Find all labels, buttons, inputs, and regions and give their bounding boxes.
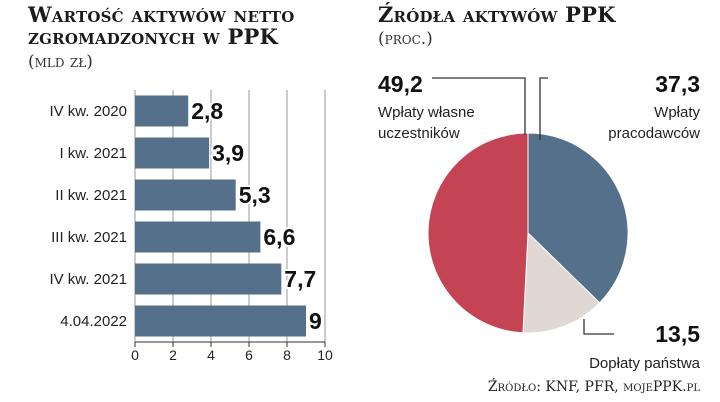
bar-value-label: 3,9 — [212, 140, 244, 166]
category-label: IV kw. 2021 — [49, 271, 127, 288]
bar — [135, 95, 189, 127]
x-tick-label: 6 — [245, 347, 253, 363]
bar-chart-unit: (mld zł) — [28, 52, 93, 72]
bar-value-label: 2,8 — [191, 98, 223, 124]
leader-line — [539, 77, 548, 140]
slice-name-label: Wpłaty własne — [378, 104, 475, 121]
category-label: 4.04.2022 — [60, 313, 127, 330]
bar-value-label: 9 — [309, 308, 322, 334]
leader-line — [583, 319, 614, 335]
bar — [135, 221, 261, 253]
bar-chart: 0 2 4 6 8 10 IV kw. 2020 2,8 I kw. 2021 3,9 II kw.… — [49, 90, 333, 363]
x-tick-label: 4 — [207, 347, 215, 363]
bar — [135, 263, 282, 295]
x-tick-label: 10 — [317, 347, 333, 363]
x-tick-label: 2 — [169, 347, 177, 363]
bar-value-label: 7,7 — [284, 266, 316, 292]
slice-value-label: 37,3 — [655, 71, 700, 97]
slice-value-label: 13,5 — [655, 321, 700, 347]
slice-name-label: pracodawców — [608, 125, 700, 142]
pie-slice — [427, 132, 529, 334]
bar-value-label: 5,3 — [239, 182, 271, 208]
category-label: IV kw. 2020 — [49, 103, 127, 120]
slice-name-label: Wpłaty — [654, 104, 700, 121]
category-label: III kw. 2021 — [51, 229, 127, 246]
category-label: II kw. 2021 — [55, 187, 127, 204]
pie-slice — [522, 231, 601, 334]
leader-line — [432, 77, 526, 135]
x-tick-label: 8 — [283, 347, 291, 363]
x-tick-label: 0 — [131, 347, 139, 363]
pie-chart-unit: (proc.) — [378, 29, 433, 49]
slice-name-label: uczestników — [378, 125, 460, 142]
bar — [135, 305, 306, 337]
slice-name-label: Dopłaty państwa — [589, 355, 701, 372]
pie-chart-title: Źródła aktywów PPK — [378, 2, 616, 27]
bar-chart-title: Wartość aktywów netto zgromadzonych w PP… — [28, 2, 295, 49]
slice-value-label: 49,2 — [378, 71, 423, 97]
bar-value-label: 6,6 — [263, 224, 295, 250]
bar — [135, 137, 210, 169]
pie-slice — [527, 132, 629, 304]
bar — [135, 179, 236, 211]
category-label: I kw. 2021 — [59, 145, 127, 162]
source-note: Źródło: KNF, PFR, mojePPK.pl — [487, 379, 700, 395]
